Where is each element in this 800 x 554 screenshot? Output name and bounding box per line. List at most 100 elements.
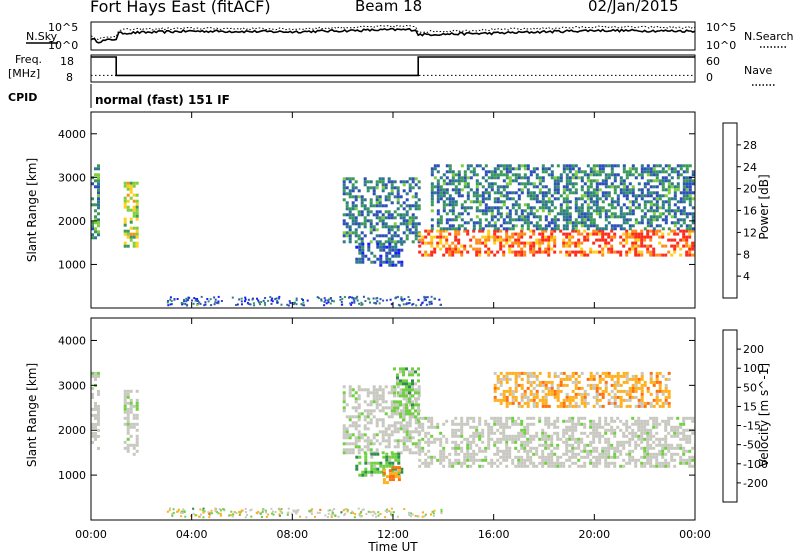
cell-velocity-6 xyxy=(553,452,557,456)
cell-velocity-7 xyxy=(640,398,644,402)
cell-power-5 xyxy=(553,197,557,201)
cell-velocity-6 xyxy=(532,437,536,441)
cell-power-5 xyxy=(586,197,590,201)
cell-velocity-7 xyxy=(538,380,542,384)
cell-power-4 xyxy=(442,229,446,233)
cell-power-5 xyxy=(553,176,557,180)
cell-velocity-7 xyxy=(505,401,509,405)
cell-velocity-2 xyxy=(399,424,403,428)
time-tick-label-0: 00:00 xyxy=(75,528,107,541)
cell-velocity-7 xyxy=(577,392,581,396)
cell-power-5 xyxy=(646,167,650,171)
cell-velocity-3 xyxy=(417,397,420,401)
cell-power-speckle xyxy=(203,304,206,307)
cell-velocity-6 xyxy=(646,419,650,423)
cell-power-5 xyxy=(619,215,623,219)
cell-power-5 xyxy=(523,173,527,177)
cell-power-5 xyxy=(586,203,590,207)
cell-velocity-4 xyxy=(394,452,398,456)
cell-power-speckle xyxy=(252,297,254,300)
cell-velocity-6 xyxy=(646,446,650,450)
cell-power-4 xyxy=(511,232,515,236)
cell-velocity-6 xyxy=(595,428,599,432)
cell-velocity-6 xyxy=(655,437,659,441)
cell-velocity-6 xyxy=(670,455,674,459)
cell-velocity-7 xyxy=(505,404,509,408)
cell-velocity-6 xyxy=(457,422,461,426)
cell-power-2 xyxy=(414,207,418,211)
cell-power-1 xyxy=(129,235,133,239)
cell-power-1 xyxy=(123,196,127,200)
cell-power-5 xyxy=(640,215,644,219)
cell-velocity-2 xyxy=(354,439,358,443)
cell-power-3 xyxy=(361,257,365,261)
cell-power-5 xyxy=(514,200,518,204)
cell-velocity-6 xyxy=(571,422,575,426)
cell-velocity-7 xyxy=(496,386,500,390)
cell-power-4 xyxy=(436,235,440,239)
cell-velocity-6 xyxy=(505,449,509,453)
cell-power-2 xyxy=(414,228,418,232)
cell-power-speckle xyxy=(231,296,234,299)
cell-power-5 xyxy=(619,227,623,231)
cell-power-4 xyxy=(529,250,533,254)
cell-velocity-3 xyxy=(408,391,411,395)
cell-velocity-speckle xyxy=(278,514,281,517)
cell-power-speckle xyxy=(320,299,323,302)
cell-velocity-2 xyxy=(372,415,376,419)
cell-power-5 xyxy=(472,170,476,174)
cell-velocity-6 xyxy=(655,464,659,468)
cell-power-5 xyxy=(589,170,593,174)
cell-velocity-7 xyxy=(661,401,665,405)
cell-power-4 xyxy=(505,229,509,233)
cell-velocity-speckle xyxy=(177,508,180,511)
cell-velocity-1 xyxy=(126,410,130,414)
cell-power-5 xyxy=(595,191,599,195)
cell-power-4 xyxy=(640,253,644,257)
cell-power-5 xyxy=(580,188,584,192)
cell-velocity-speckle xyxy=(328,509,331,512)
cell-power-5 xyxy=(562,200,566,204)
cell-power-speckle xyxy=(350,303,353,306)
cell-velocity-6 xyxy=(571,461,575,465)
cell-velocity-4 xyxy=(373,464,377,468)
freq-tick-right-top: 60 xyxy=(706,55,720,68)
cell-velocity-2 xyxy=(408,415,412,419)
cell-velocity-6 xyxy=(460,440,464,444)
cell-power-5 xyxy=(592,194,596,198)
cell-power-5 xyxy=(571,191,575,195)
cell-power-5 xyxy=(643,194,647,198)
cell-power-4 xyxy=(658,235,662,239)
cell-power-speckle xyxy=(341,297,344,300)
cell-power-4 xyxy=(622,244,626,248)
cell-velocity-7 xyxy=(640,371,644,375)
cell-power-4 xyxy=(541,232,545,236)
cell-velocity-6 xyxy=(661,419,665,423)
cell-velocity-1 xyxy=(135,416,139,420)
cell-velocity-6 xyxy=(598,458,602,462)
cell-velocity-7 xyxy=(526,380,530,384)
cell-velocity-6 xyxy=(505,452,509,456)
cell-power-5 xyxy=(436,200,440,204)
cell-velocity-1 xyxy=(129,401,133,405)
cell-power-4 xyxy=(520,250,524,254)
cell-power-5 xyxy=(490,185,494,189)
cell-velocity-6 xyxy=(643,431,647,435)
cell-velocity-6 xyxy=(487,437,491,441)
cell-power-5 xyxy=(598,197,602,201)
cell-velocity-6 xyxy=(433,425,437,429)
cell-power-5 xyxy=(691,221,695,225)
cell-power-5 xyxy=(604,215,608,219)
cell-power-5 xyxy=(559,179,563,183)
cell-power-5 xyxy=(595,197,599,201)
cell-velocity-6 xyxy=(679,455,683,459)
cell-power-5 xyxy=(604,209,608,213)
cell-power-5 xyxy=(445,197,449,201)
cell-power-5 xyxy=(493,167,497,171)
cell-velocity-6 xyxy=(667,419,671,423)
cell-velocity-7 xyxy=(502,398,506,402)
cell-velocity-2 xyxy=(372,433,376,437)
cell-velocity-2 xyxy=(351,394,355,398)
cell-velocity-2 xyxy=(357,412,361,416)
cell-power-4 xyxy=(559,250,563,254)
